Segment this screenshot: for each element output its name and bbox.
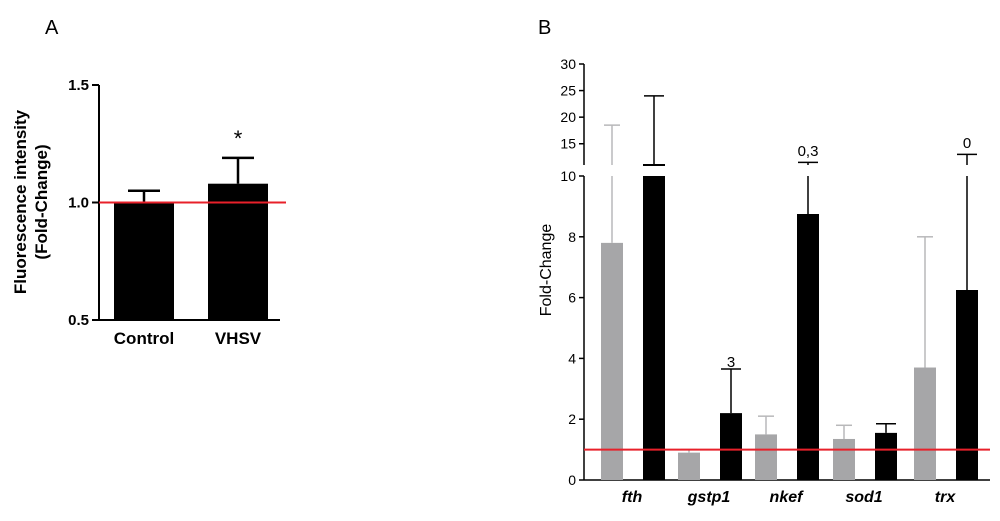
y-tick-label: 8 xyxy=(568,229,576,245)
y-tick-label: 25 xyxy=(560,83,576,99)
y-tick-label: 30 xyxy=(560,56,576,72)
bar xyxy=(114,202,174,320)
bar xyxy=(797,214,819,480)
panel-b-label: B xyxy=(538,17,551,39)
y-tick-label: 2 xyxy=(568,411,576,427)
bar xyxy=(208,183,268,320)
panel-a-label: A xyxy=(45,17,59,39)
y-tick-label: 1.5 xyxy=(68,77,89,94)
annotation-label: 0,3 xyxy=(798,143,819,160)
significance-marker: * xyxy=(234,126,243,151)
y-axis-title-line: Fluorescence intensity xyxy=(11,109,30,294)
bar xyxy=(914,367,936,480)
bar xyxy=(755,434,777,480)
annotation-label: 3 xyxy=(727,354,735,371)
x-category-label: fth xyxy=(622,489,643,506)
y-tick-label: 15 xyxy=(560,136,576,152)
y-axis-title: Fluorescence intensity (Fold-Change) xyxy=(11,109,51,294)
x-category-label: Control xyxy=(114,329,174,348)
bar xyxy=(643,176,665,480)
bar xyxy=(833,438,855,480)
annotation-label: 0 xyxy=(963,135,971,152)
bar xyxy=(678,452,700,480)
bar xyxy=(601,242,623,480)
y-tick-label: 6 xyxy=(568,290,576,306)
y-tick-label: 10 xyxy=(560,168,576,184)
y-tick-label: 1.0 xyxy=(68,195,89,212)
panel-a-chart: 0.5 1.0 1.5 Fluorescence intensity (Fold-Cha… xyxy=(11,77,286,348)
x-category-label: sod1 xyxy=(845,489,882,506)
x-category-label: VHSV xyxy=(215,329,262,348)
y-axis-title: Fold-Change xyxy=(538,224,555,317)
y-tick-label: 0 xyxy=(568,472,576,488)
x-category-label: nkef xyxy=(770,489,805,506)
x-category-label: gstp1 xyxy=(687,489,731,506)
x-category-label: trx xyxy=(935,489,957,506)
y-axis-title-line: (Fold-Change) xyxy=(32,144,51,259)
bar xyxy=(956,290,978,480)
bar xyxy=(720,413,742,480)
bar xyxy=(875,432,897,480)
y-tick-label: 20 xyxy=(560,109,576,125)
y-tick-label: 4 xyxy=(568,350,576,366)
y-tick-label: 0.5 xyxy=(68,312,89,329)
